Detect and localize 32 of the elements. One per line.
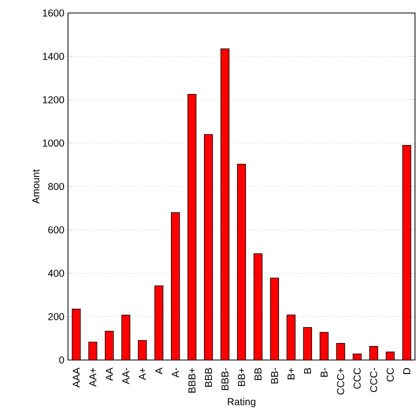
x-tick-label: BBB- — [222, 368, 228, 390]
y-tick-label: 400 — [48, 270, 64, 277]
y-tick-label: 1600 — [42, 9, 64, 17]
x-tick-label: B — [304, 368, 312, 374]
y-tick-label: 1400 — [42, 52, 64, 60]
x-tick-label: AA+ — [89, 368, 96, 387]
x-tick-label: CCC- — [370, 368, 378, 392]
x-tick-label: BBB — [205, 368, 212, 387]
x-tick-label: AA — [106, 368, 113, 381]
x-tick-label: A — [155, 368, 162, 374]
x-tick-label: B- — [320, 368, 328, 377]
x-tick-label: A- — [172, 368, 179, 378]
x-tick-label: CCC+ — [337, 368, 344, 395]
x-tick-label: CCC — [354, 368, 361, 389]
x-axis-title: Rating — [228, 398, 256, 408]
y-axis-title: Amount — [32, 169, 40, 204]
x-tick-label: BB — [254, 368, 262, 380]
x-tick-label: A+ — [138, 368, 146, 380]
x-tick-label: BB- — [271, 368, 278, 384]
y-tick-label: 1000 — [42, 140, 64, 147]
y-tick-label: 800 — [48, 182, 64, 190]
x-tick-label: BBB+ — [188, 368, 196, 393]
x-tick-label: AAA — [72, 368, 80, 388]
y-tick-label: 200 — [48, 313, 64, 320]
y-tick-label: 1200 — [42, 96, 64, 104]
x-tick-label: BB+ — [238, 368, 245, 386]
x-tick-label: D — [403, 368, 410, 374]
x-tick-label: CC — [386, 368, 394, 382]
y-tick-label: 600 — [48, 226, 64, 234]
y-tick-label: 0 — [59, 356, 64, 364]
x-tick-label: B+ — [288, 368, 295, 380]
x-tick-label: AA- — [122, 368, 130, 384]
